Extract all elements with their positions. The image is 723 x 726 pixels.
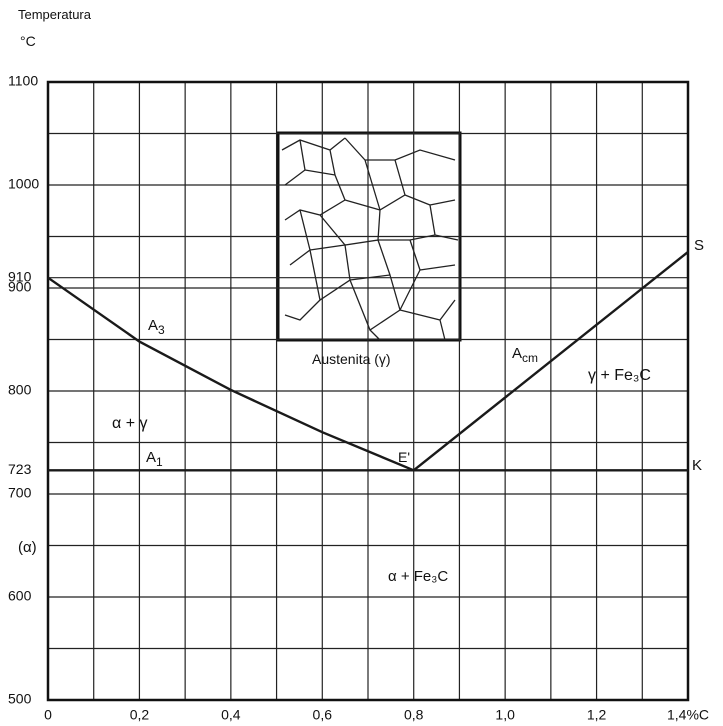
y-tick-label: 910 [8,268,32,284]
annotation-text: (α) [18,539,37,556]
x-tick-label: 0,2 [130,707,150,723]
y-tick-label: 800 [8,382,32,398]
annotation-text: A [148,317,158,334]
annotation-text: °C [20,33,36,49]
annotation-text: E' [398,449,410,465]
annotation: A1 [146,449,163,469]
x-tick-label: 0 [44,707,52,723]
x-tick-label: 0,8 [404,707,424,723]
annotation: A3 [148,317,165,337]
annotation-text: A [146,449,156,466]
annotation-text: α + γ [112,415,147,432]
y-tick-label: 723 [8,461,32,477]
x-tick-label: 1,2 [587,707,607,723]
annotation-text: K [692,457,702,474]
x-tick-label: 0,4 [221,707,241,723]
y-tick-label: 1000 [8,176,39,192]
annotation-sub: 1 [156,455,163,469]
annotation: (α) [18,539,37,556]
y-tick-label: 700 [8,485,32,501]
annotation: α + γ [112,415,147,432]
annotation-text: Austenita (γ) [312,351,391,367]
annotation-text: Temperatura [18,7,92,22]
annotation-text: γ + Fe₃C [588,367,651,384]
annotation-text: S [694,237,704,254]
annotation-sub: cm [522,351,538,365]
annotation: S [694,237,704,254]
x-tick-label: 1,0 [495,707,515,723]
annotation: α + Fe₃C [388,568,448,585]
annotation-sub: 3 [158,323,165,337]
annotation-text: α + Fe₃C [388,568,448,585]
annotation: Acm [512,345,538,365]
annotation-text: A [512,345,522,362]
annotation: K [692,457,702,474]
chart: 0 0,2 0,4 0,6 0,8 1,0 1,2 1,4%C 500 600 700 723 800 9… [0,0,723,726]
y-tick-label: 600 [8,588,32,604]
annotation: Temperatura [18,7,92,22]
x-tick-label: 0,6 [313,707,333,723]
annotation: Austenita (γ) [312,351,391,367]
annotation: E' [398,449,410,465]
x-tick-label: 1,4%C [667,707,709,723]
annotation: γ + Fe₃C [588,367,651,384]
y-tick-label: 500 [8,691,32,707]
annotation: °C [20,33,36,49]
y-tick-label: 1100 [8,73,38,89]
